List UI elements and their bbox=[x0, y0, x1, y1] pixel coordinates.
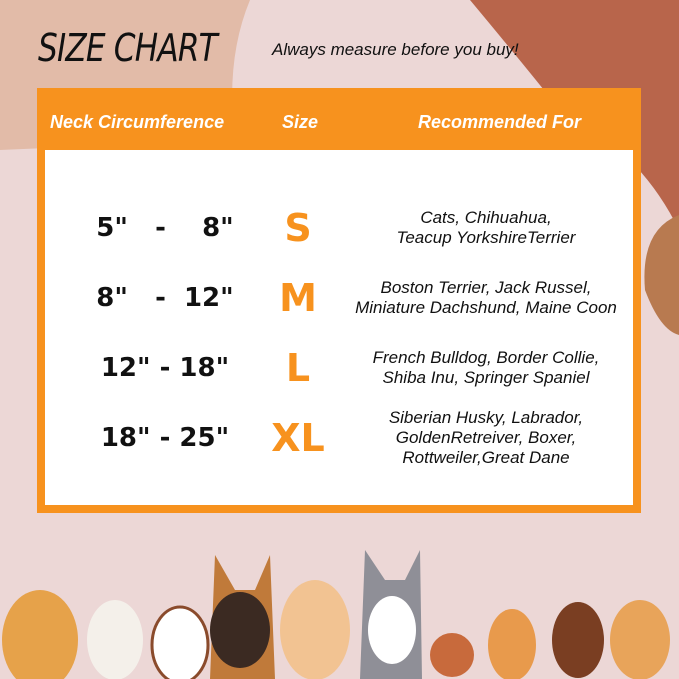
neck-range: 18" - 25" bbox=[100, 423, 230, 453]
breed-line: Teacup YorkshireTerrier bbox=[396, 228, 576, 247]
size-label: S bbox=[284, 206, 312, 250]
column-header-recommended: Recommended For bbox=[418, 112, 582, 132]
subtitle: Always measure before you buy! bbox=[272, 40, 519, 59]
breed-line: Miniature Dachshund, Maine Coon bbox=[355, 298, 617, 317]
breed-line: Cats, Chihuahua, bbox=[420, 208, 552, 227]
recommended-breeds: Siberian Husky, Labrador, GoldenRetreiver… bbox=[341, 408, 631, 468]
recommended-breeds: Cats, Chihuahua, Teacup YorkshireTerrier bbox=[341, 208, 631, 248]
breed-line: Siberian Husky, Labrador, bbox=[388, 408, 584, 427]
column-header-neck: Neck Circumference bbox=[50, 112, 225, 132]
size-label: M bbox=[279, 276, 317, 320]
dogs-illustration bbox=[2, 550, 670, 679]
table-row: 5" - 8" S Cats, Chihuahua, Teacup Yorkshi… bbox=[45, 193, 633, 263]
neck-range: 8" - 12" bbox=[96, 283, 234, 313]
recommended-breeds: French Bulldog, Border Collie, Shiba Inu,… bbox=[341, 348, 631, 388]
table-row: 12" - 18" L French Bulldog, Border Colli… bbox=[45, 333, 633, 403]
table-row: 18" - 25" XL Siberian Husky, Labrador, Go… bbox=[45, 403, 633, 473]
table-body bbox=[45, 150, 633, 505]
page-title: SIZE CHART bbox=[38, 26, 218, 70]
table-row: 8" - 12" M Boston Terrier, Jack Russel, M… bbox=[45, 263, 633, 333]
breed-line: French Bulldog, Border Collie, bbox=[372, 348, 600, 367]
breed-line: GoldenRetreiver, Boxer, bbox=[395, 428, 577, 447]
neck-range: 5" - 8" bbox=[96, 213, 234, 243]
breed-line: Rottweiler,Great Dane bbox=[402, 448, 570, 467]
breed-line: Boston Terrier, Jack Russel, bbox=[380, 278, 592, 297]
breed-line: Shiba Inu, Springer Spaniel bbox=[382, 368, 590, 387]
recommended-breeds: Boston Terrier, Jack Russel, Miniature Da… bbox=[341, 278, 631, 318]
size-label: L bbox=[285, 346, 311, 390]
size-label: XL bbox=[271, 416, 325, 460]
neck-range: 12" - 18" bbox=[100, 353, 230, 383]
column-header-size: Size bbox=[282, 112, 319, 132]
